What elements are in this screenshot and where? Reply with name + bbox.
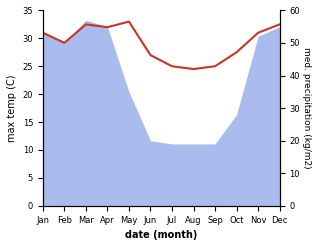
Y-axis label: max temp (C): max temp (C)	[7, 74, 17, 142]
X-axis label: date (month): date (month)	[125, 230, 197, 240]
Y-axis label: med. precipitation (kg/m2): med. precipitation (kg/m2)	[302, 47, 311, 169]
